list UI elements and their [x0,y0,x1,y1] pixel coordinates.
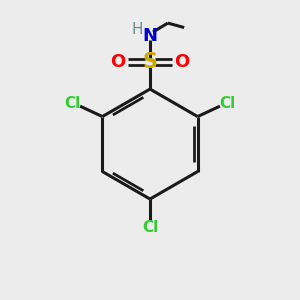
Text: H: H [132,22,143,37]
Text: O: O [174,53,189,71]
Text: Cl: Cl [142,220,158,235]
Text: O: O [111,53,126,71]
Text: Cl: Cl [64,96,81,111]
Text: Cl: Cl [219,96,236,111]
Text: S: S [142,52,158,72]
Text: N: N [142,27,158,45]
